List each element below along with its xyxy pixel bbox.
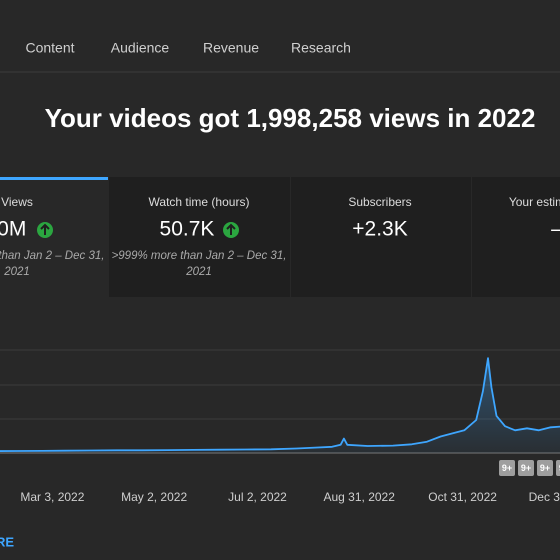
card[interactable] [109,177,290,297]
card-comparison: 2021 [3,266,30,278]
badge[interactable]: 9+ [556,460,560,476]
card-label: Watch time (hours) [149,195,250,209]
area [0,358,560,453]
up-icon [223,222,239,238]
x-tick-label: Jul 2, 2022 [228,490,287,504]
x-tick-label: Mar 3, 2022 [20,490,84,504]
up-icon [37,222,53,238]
card-comparison: >999% more than Jan 2 – Dec 31, [0,250,104,262]
card[interactable] [472,177,560,297]
card-selected[interactable] [0,177,108,297]
card-label: Views [1,195,33,209]
headline: Your videos got 1,998,258 views in 2022 [45,103,536,133]
card-value: – [551,218,560,241]
badge-text: 9+ [521,463,531,473]
badge-text: 9+ [502,463,512,473]
card-value: 50.7K [160,218,215,241]
badge[interactable]: 9+ [499,460,515,476]
x-tick-label: Oct 31, 2022 [428,490,497,504]
x-tick-label: Aug 31, 2022 [324,490,396,504]
badge[interactable]: 9+ [537,460,553,476]
tab[interactable]: Revenue [203,40,259,56]
card-comparison: >999% more than Jan 2 – Dec 31, [112,250,287,262]
badge-text: 9+ [540,463,550,473]
see-more-link[interactable]: SEE MORE [0,534,14,549]
chart [0,357,560,453]
badge[interactable]: 9+ [518,460,534,476]
card-label: Your estimated revenue [509,195,560,209]
x-tick-label: May 2, 2022 [121,490,187,504]
card[interactable] [291,177,471,297]
badge-text: 9+ [559,463,560,473]
tab[interactable]: Audience [111,40,170,56]
tab[interactable]: Research [291,40,351,56]
card-label: Subscribers [348,195,411,209]
card-value: +2.3K [352,218,407,241]
selected-bar [0,177,108,180]
card-comparison: 2021 [185,266,212,278]
tab[interactable]: Content [25,40,74,56]
line [0,357,560,452]
card-value: 2.0M [0,218,26,241]
x-tick-label: Dec 30, 2022 [529,490,560,504]
